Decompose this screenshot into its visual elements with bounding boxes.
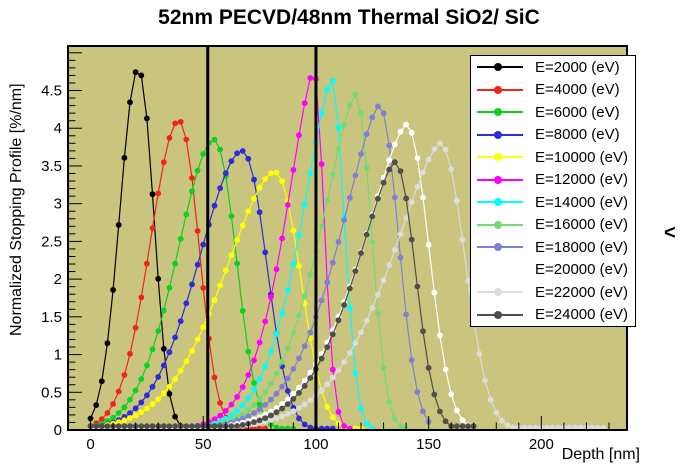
legend-sample xyxy=(471,236,525,259)
legend-marker-icon xyxy=(494,243,502,252)
svg-text:0.5: 0.5 xyxy=(41,384,62,401)
svg-text:4.5: 4.5 xyxy=(41,83,62,100)
legend-entry-label: E=16000 (eV) xyxy=(535,216,628,234)
svg-text:50: 50 xyxy=(195,436,212,453)
legend-entry-label: E=18000 (eV) xyxy=(535,238,628,256)
legend-marker-icon xyxy=(494,63,502,72)
svg-text:100: 100 xyxy=(303,436,328,453)
legend-sample xyxy=(471,169,525,192)
series-e10000 xyxy=(87,169,364,430)
svg-text:0: 0 xyxy=(86,436,94,453)
legend-entry-label: E=10000 (eV) xyxy=(535,148,628,166)
series-layer xyxy=(87,69,607,430)
x-axis-title: Depth [nm] xyxy=(561,446,640,463)
legend-sample xyxy=(471,259,525,282)
legend-entry: E=2000 (eV) xyxy=(471,56,635,79)
series-e2000 xyxy=(87,69,195,430)
svg-text:3.5: 3.5 xyxy=(41,158,62,175)
series-e6000 xyxy=(87,136,297,430)
legend-entry-label: E=14000 (eV) xyxy=(535,193,628,211)
legend-entry-label: E=2000 (eV) xyxy=(535,58,620,76)
legend-sample xyxy=(471,214,525,237)
svg-text:4: 4 xyxy=(54,120,62,137)
legend-entry: E=16000 (eV) xyxy=(471,214,635,237)
svg-text:0: 0 xyxy=(54,422,62,439)
legend-marker-icon xyxy=(494,175,502,184)
legend-sample xyxy=(471,124,525,147)
legend-entry: E=12000 (eV) xyxy=(471,169,635,192)
legend-entry-label: E=6000 (eV) xyxy=(535,103,620,121)
legend-marker-icon xyxy=(494,85,502,94)
legend-sample xyxy=(471,146,525,169)
legend-marker-icon xyxy=(494,288,502,297)
svg-text:2.5: 2.5 xyxy=(41,233,62,250)
svg-text:200: 200 xyxy=(529,436,554,453)
legend: E=2000 (eV) E=4000 (eV) E=6000 (eV) E=8000 … xyxy=(470,55,636,327)
legend-marker-icon xyxy=(494,153,502,162)
legend-entry: E=6000 (eV) xyxy=(471,101,635,124)
interface-lines xyxy=(206,46,318,430)
legend-entry: E=20000 (eV) xyxy=(471,259,635,282)
legend-sample xyxy=(471,101,525,124)
legend-marker-icon xyxy=(494,108,502,117)
legend-marker-icon xyxy=(494,130,502,139)
svg-text:1: 1 xyxy=(54,347,62,364)
svg-text:2: 2 xyxy=(54,271,62,288)
legend-entry: E=24000 (eV) xyxy=(471,304,635,327)
legend-sample xyxy=(471,79,525,102)
legend-sample xyxy=(471,191,525,214)
svg-text:1.5: 1.5 xyxy=(41,309,62,326)
legend-entry-label: E=24000 (eV) xyxy=(535,306,628,324)
legend-entry: E=22000 (eV) xyxy=(471,281,635,304)
legend-marker-icon xyxy=(494,310,502,319)
legend-sample xyxy=(471,56,525,79)
stray-character: < xyxy=(664,222,676,244)
legend-marker-icon xyxy=(494,220,502,229)
legend-sample xyxy=(471,304,525,327)
legend-marker-icon xyxy=(494,198,502,207)
legend-entry: E=10000 (eV) xyxy=(471,146,635,169)
legend-sample xyxy=(471,281,525,304)
chart-title: 52nm PECVD/48nm Thermal SiO2/ SiC xyxy=(158,6,540,29)
svg-text:150: 150 xyxy=(416,436,441,453)
legend-entry-label: E=12000 (eV) xyxy=(535,171,628,189)
legend-entry-label: E=8000 (eV) xyxy=(535,126,620,144)
legend-entry: E=18000 (eV) xyxy=(471,236,635,259)
legend-entry-label: E=4000 (eV) xyxy=(535,81,620,99)
tick-labels: 0 50 100 150 200 0 0.5 1 1.5 2 2.5 3 3.5 4 4.5 xyxy=(41,83,554,453)
legend-entry: E=14000 (eV) xyxy=(471,191,635,214)
legend-entry-label: E=22000 (eV) xyxy=(535,283,628,301)
legend-entry-label: E=20000 (eV) xyxy=(535,261,628,279)
axis-ticks xyxy=(69,52,610,431)
svg-text:3: 3 xyxy=(54,196,62,213)
legend-marker-icon xyxy=(494,265,502,274)
legend-entry: E=8000 (eV) xyxy=(471,124,635,147)
legend-entry: E=4000 (eV) xyxy=(471,79,635,102)
